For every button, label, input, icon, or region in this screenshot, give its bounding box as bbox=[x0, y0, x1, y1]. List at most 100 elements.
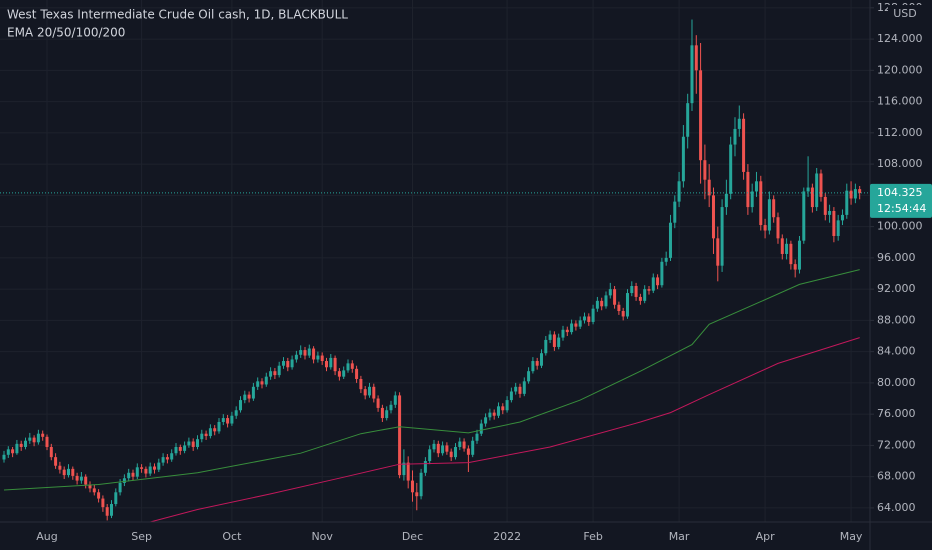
candle-body bbox=[41, 433, 45, 437]
candle-body bbox=[161, 457, 165, 463]
y-tick-label: 112.000 bbox=[877, 126, 923, 139]
last-price-box bbox=[870, 183, 932, 218]
candle-body bbox=[281, 361, 285, 366]
candle-body bbox=[2, 454, 6, 460]
candle-body bbox=[380, 407, 384, 419]
candle-body bbox=[251, 386, 255, 399]
x-tick-label: Aug bbox=[36, 530, 57, 543]
candle-body bbox=[694, 45, 698, 71]
candle-body bbox=[806, 187, 810, 192]
candle-body bbox=[453, 446, 457, 458]
candle-body bbox=[501, 406, 505, 411]
candle-body bbox=[613, 289, 617, 305]
candle-body bbox=[11, 449, 15, 454]
axes: 64.000 68.000 72.000 76.000 80.000 84.000 88.0… bbox=[36, 1, 932, 543]
candle-body bbox=[664, 257, 668, 262]
candle-body bbox=[71, 468, 75, 476]
candle-body bbox=[785, 243, 789, 254]
candle-body bbox=[574, 323, 578, 327]
candle-body bbox=[363, 389, 367, 396]
candle-body bbox=[552, 334, 556, 347]
candle-body bbox=[303, 350, 307, 356]
candle-body bbox=[823, 196, 827, 215]
candle-body bbox=[595, 300, 599, 309]
y-tick-label: 80.000 bbox=[877, 376, 916, 389]
y-tick-label: 124.000 bbox=[877, 32, 923, 45]
candle-body bbox=[101, 498, 105, 508]
y-tick-label: 72.000 bbox=[877, 438, 916, 451]
candle-body bbox=[122, 478, 126, 483]
y-tick-label: 64.000 bbox=[877, 501, 916, 514]
candle-body bbox=[170, 453, 174, 460]
candle-body bbox=[690, 45, 694, 104]
candle-body bbox=[23, 440, 27, 447]
candle-body bbox=[660, 261, 664, 286]
candle-body bbox=[36, 433, 40, 443]
candle-body bbox=[737, 118, 741, 129]
y-tick-label: 88.000 bbox=[877, 313, 916, 326]
candle-body bbox=[213, 428, 217, 432]
candle-body bbox=[109, 504, 113, 516]
candle-body bbox=[466, 448, 470, 455]
candle-body bbox=[174, 446, 178, 454]
candle-body bbox=[703, 160, 707, 180]
candle-body bbox=[509, 391, 513, 401]
candle-body bbox=[423, 461, 427, 473]
candle-body bbox=[49, 446, 53, 458]
candle-body bbox=[54, 457, 58, 466]
candle-body bbox=[355, 368, 359, 379]
candle-body bbox=[810, 187, 814, 208]
candle-body bbox=[79, 476, 83, 481]
candle-body bbox=[699, 70, 703, 161]
candle-body bbox=[320, 355, 324, 362]
candle-body bbox=[333, 357, 337, 372]
candle-body bbox=[152, 466, 156, 470]
candle-body bbox=[780, 238, 784, 254]
candle-body bbox=[625, 293, 629, 317]
candle-body bbox=[208, 428, 212, 437]
candle-body bbox=[62, 469, 66, 476]
last-price-label: 104.325 bbox=[877, 186, 923, 199]
candle-body bbox=[324, 361, 328, 368]
candle-body bbox=[402, 462, 406, 476]
candle-body bbox=[273, 371, 277, 376]
candle-body bbox=[496, 406, 500, 416]
candle-body bbox=[673, 201, 677, 223]
y-tick-label: 92.000 bbox=[877, 282, 916, 295]
candle-body bbox=[428, 449, 432, 462]
x-tick-label: Apr bbox=[756, 530, 776, 543]
candle-body bbox=[385, 410, 389, 419]
candle-body bbox=[140, 467, 144, 469]
candle-body bbox=[505, 400, 509, 411]
candle-body bbox=[711, 195, 715, 239]
candle-body bbox=[793, 264, 797, 270]
candle-body bbox=[527, 371, 531, 382]
candle-body bbox=[604, 295, 608, 307]
candle-body bbox=[299, 350, 303, 355]
candle-body bbox=[840, 214, 844, 221]
candle-body bbox=[557, 337, 561, 347]
candle-body bbox=[436, 443, 440, 454]
candle-body bbox=[707, 179, 711, 196]
candle-body bbox=[230, 415, 234, 424]
y-tick-label: 120.000 bbox=[877, 63, 923, 76]
currency-label[interactable]: USD bbox=[893, 7, 917, 20]
x-tick-label: Dec bbox=[402, 530, 423, 543]
candle-body bbox=[742, 118, 746, 172]
candle-body bbox=[733, 128, 737, 145]
x-tick-label: Mar bbox=[669, 530, 690, 543]
candle-body bbox=[441, 445, 445, 454]
candle-body bbox=[97, 492, 101, 499]
candle-body bbox=[269, 371, 273, 377]
candle-body bbox=[337, 371, 341, 377]
candle-body bbox=[462, 441, 466, 449]
y-tick-label: 68.000 bbox=[877, 470, 916, 483]
candle-body bbox=[608, 289, 612, 296]
x-tick-label: Nov bbox=[311, 530, 333, 543]
candle-body bbox=[518, 386, 522, 394]
candle-body bbox=[290, 359, 294, 368]
candle-body bbox=[484, 417, 488, 424]
currency-box[interactable] bbox=[888, 5, 922, 23]
candle-body bbox=[247, 394, 251, 399]
